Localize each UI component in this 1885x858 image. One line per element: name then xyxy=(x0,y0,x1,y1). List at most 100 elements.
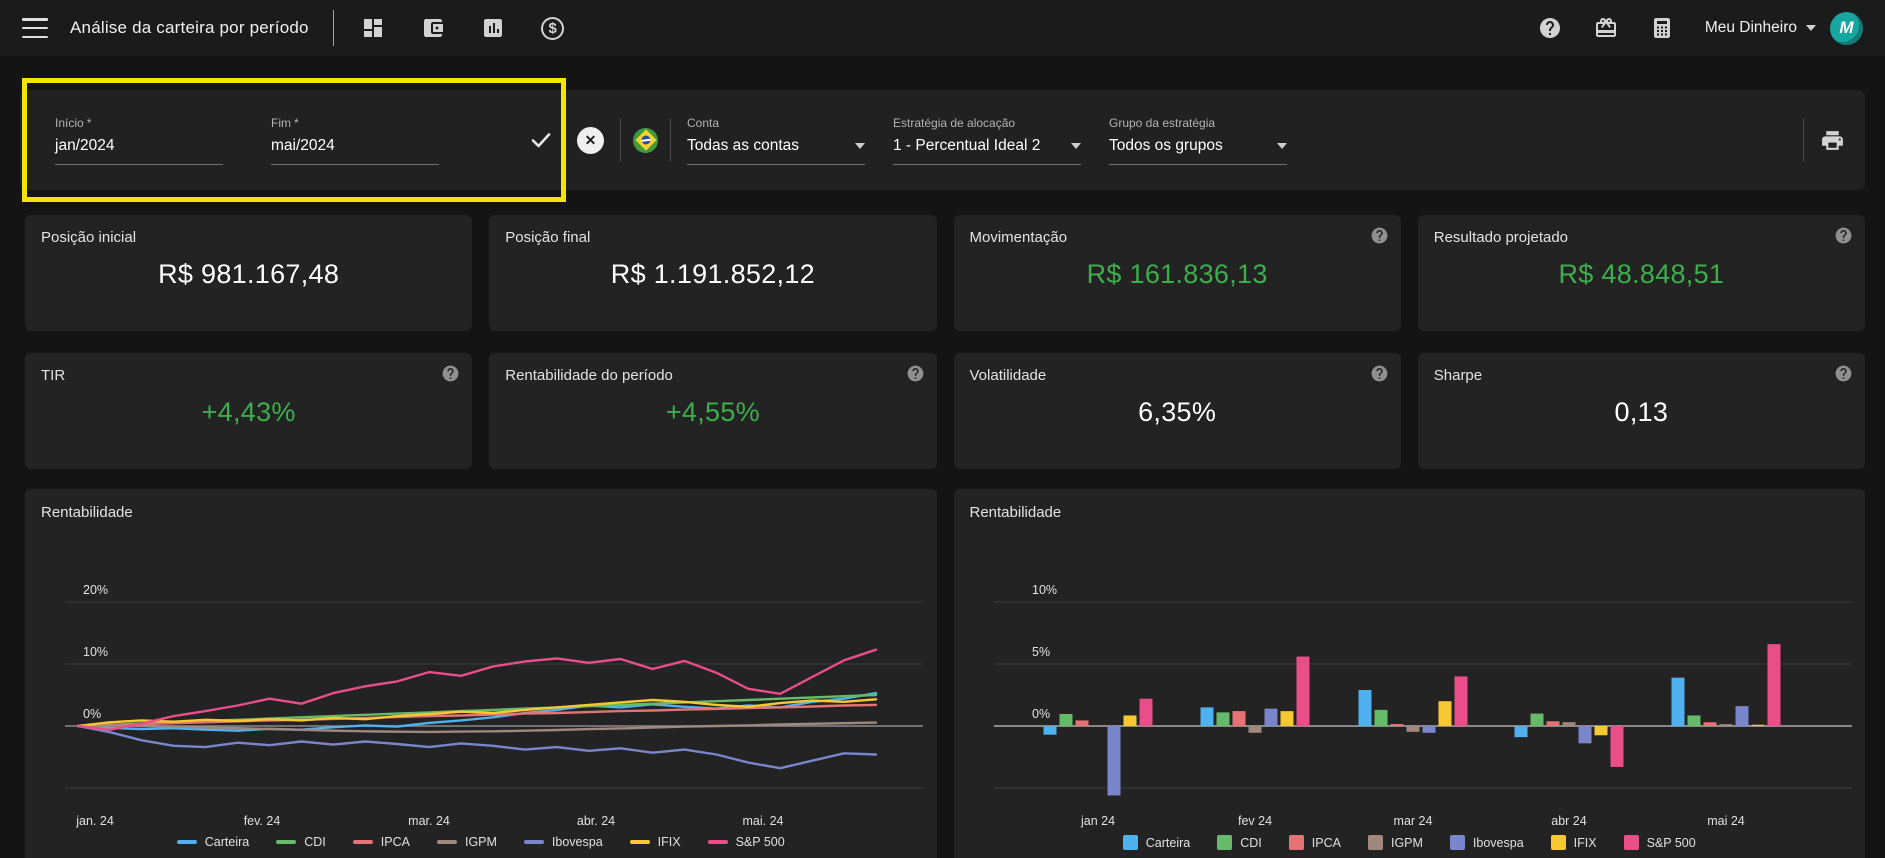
svg-text:abr. 24: abr. 24 xyxy=(577,814,615,828)
legend-swatch xyxy=(352,840,373,844)
help-icon[interactable] xyxy=(906,364,925,388)
legend-label: IFIX xyxy=(1573,835,1597,850)
svg-text:20%: 20% xyxy=(83,583,108,597)
line-chart-card: Rentabilidade 20% 10% 0% jan. 24 fev. 24 mar.… xyxy=(25,489,937,858)
kpi-value: R$ 48.848,51 xyxy=(1558,259,1725,289)
kpi-value: R$ 161.836,13 xyxy=(1086,259,1268,289)
legend-label: IFIX xyxy=(657,835,681,849)
title-divider xyxy=(332,10,334,46)
svg-text:mai. 24: mai. 24 xyxy=(743,814,784,828)
legend-item-ifix[interactable]: IFIX xyxy=(629,835,681,849)
chevron-down-icon xyxy=(1277,142,1287,149)
legend-swatch xyxy=(276,840,297,844)
kpi-value: R$ 1.191.852,12 xyxy=(610,259,815,289)
legend-swatch xyxy=(1550,835,1566,850)
legend-label: S&P 500 xyxy=(1646,835,1696,850)
svg-text:10%: 10% xyxy=(1032,583,1057,597)
svg-text:jan 24: jan 24 xyxy=(1079,814,1114,828)
legend-swatch xyxy=(436,840,457,844)
money-icon[interactable]: $ xyxy=(540,15,566,41)
kpi-card-volatilidade: Volatilidade 6,35% xyxy=(953,353,1401,469)
chevron-down-icon xyxy=(1071,142,1081,149)
help-icon[interactable] xyxy=(1370,364,1389,388)
legend-swatch xyxy=(1449,835,1465,850)
wallet-icon[interactable] xyxy=(420,15,446,41)
legend-item-ipca[interactable]: IPCA xyxy=(352,835,410,849)
legend-item-ibovespa[interactable]: Ibovespa xyxy=(1449,835,1524,850)
fim-value[interactable]: mai/2024 xyxy=(271,137,439,165)
legend-label: Ibovespa xyxy=(1472,835,1524,850)
legend-label: Carteira xyxy=(1145,835,1191,850)
legend-label: IGPM xyxy=(464,835,497,849)
legend-label: CDI xyxy=(1240,835,1262,850)
svg-text:5%: 5% xyxy=(1032,645,1050,659)
legend-item-s-p-500[interactable]: S&P 500 xyxy=(707,835,785,849)
grupo-select[interactable]: Grupo da estratégia Todos os grupos xyxy=(1109,116,1287,165)
account-name: Meu Dinheiro xyxy=(1704,19,1797,36)
conta-label: Conta xyxy=(687,115,720,130)
legend-swatch xyxy=(1367,835,1383,850)
kpi-value: 6,35% xyxy=(1138,397,1217,427)
kpi-card-movimentacao: Movimentação R$ 161.836,13 xyxy=(953,215,1401,331)
chevron-down-icon xyxy=(855,142,865,149)
topbar: Análise da carteira por período $ Meu Di… xyxy=(0,0,1885,56)
conta-value: Todas as contas xyxy=(687,136,800,154)
svg-text:jan. 24: jan. 24 xyxy=(75,814,114,828)
calculator-icon[interactable] xyxy=(1649,15,1675,41)
kpi-card-posicao-inicial: Posição inicial R$ 981.167,48 xyxy=(25,215,473,331)
legend-swatch xyxy=(629,840,650,844)
dashboard-icon[interactable] xyxy=(360,15,386,41)
svg-text:fev. 24: fev. 24 xyxy=(244,814,281,828)
svg-text:abr 24: abr 24 xyxy=(1551,814,1586,828)
kpi-card-resultado-projetado: Resultado projetado R$ 48.848,51 xyxy=(1417,215,1865,331)
legend-item-s-p-500[interactable]: S&P 500 xyxy=(1623,835,1696,850)
gift-icon[interactable] xyxy=(1593,15,1619,41)
legend-item-ibovespa[interactable]: Ibovespa xyxy=(523,835,603,849)
kpi-value: 0,13 xyxy=(1614,397,1669,427)
brazil-flag-icon[interactable] xyxy=(633,127,658,153)
conta-select[interactable]: Conta Todas as contas xyxy=(687,116,865,165)
legend-item-igpm[interactable]: IGPM xyxy=(436,835,497,849)
legend-item-igpm[interactable]: IGPM xyxy=(1367,835,1423,850)
chart-title: Rentabilidade xyxy=(41,504,133,521)
chart-title: Rentabilidade xyxy=(969,504,1062,521)
confirm-dates-button[interactable] xyxy=(529,128,553,152)
legend-swatch xyxy=(1217,835,1233,850)
inicio-label: Início * xyxy=(55,115,92,130)
fim-field[interactable]: Fim * mai/2024 xyxy=(271,116,439,165)
close-button[interactable]: ✕ xyxy=(577,126,604,154)
line-chart-svg: 20% 10% 0% jan. 24 fev. 24 mar. 24 abr. 24 mai.… xyxy=(65,583,923,828)
legend-swatch xyxy=(176,840,197,844)
legend-item-cdi[interactable]: CDI xyxy=(1217,835,1262,850)
line-chart-legend: Carteira CDI IPCA IGPM Ibovespa IFIX S&P 500 xyxy=(25,835,937,849)
menu-icon[interactable] xyxy=(22,18,48,38)
svg-text:10%: 10% xyxy=(83,645,108,659)
svg-text:fev 24: fev 24 xyxy=(1237,814,1271,828)
svg-text:0%: 0% xyxy=(83,707,101,721)
account-menu[interactable]: Meu Dinheiro xyxy=(1705,19,1816,37)
help-icon[interactable] xyxy=(1537,15,1563,41)
kpi-label: Sharpe xyxy=(1433,367,1483,384)
kpi-label: Posição inicial xyxy=(41,229,137,246)
help-icon[interactable] xyxy=(441,364,460,388)
help-icon[interactable] xyxy=(1834,226,1853,250)
bar-chart-legend: Carteira CDI IPCA IGPM Ibovespa IFIX S&P 500 xyxy=(954,835,1866,850)
inicio-value[interactable]: jan/2024 xyxy=(55,137,223,165)
divider xyxy=(1803,118,1804,162)
meu-dinheiro-logo[interactable]: M xyxy=(1830,11,1863,45)
legend-item-carteira[interactable]: Carteira xyxy=(176,835,249,849)
kpi-label: Rentabilidade do período xyxy=(505,367,673,384)
legend-label: IGPM xyxy=(1390,835,1423,850)
legend-item-cdi[interactable]: CDI xyxy=(276,835,326,849)
svg-text:0%: 0% xyxy=(1032,707,1050,721)
bar-chart-icon[interactable] xyxy=(480,15,506,41)
estrategia-select[interactable]: Estratégia de alocação 1 - Percentual Id… xyxy=(893,116,1081,165)
page-title: Análise da carteira por período xyxy=(70,18,309,37)
legend-item-ifix[interactable]: IFIX xyxy=(1550,835,1597,850)
print-button[interactable] xyxy=(1820,128,1845,153)
inicio-field[interactable]: Início * jan/2024 xyxy=(55,116,223,165)
help-icon[interactable] xyxy=(1834,364,1853,388)
legend-item-ipca[interactable]: IPCA xyxy=(1288,835,1341,850)
help-icon[interactable] xyxy=(1370,226,1389,250)
legend-item-carteira[interactable]: Carteira xyxy=(1122,835,1191,850)
